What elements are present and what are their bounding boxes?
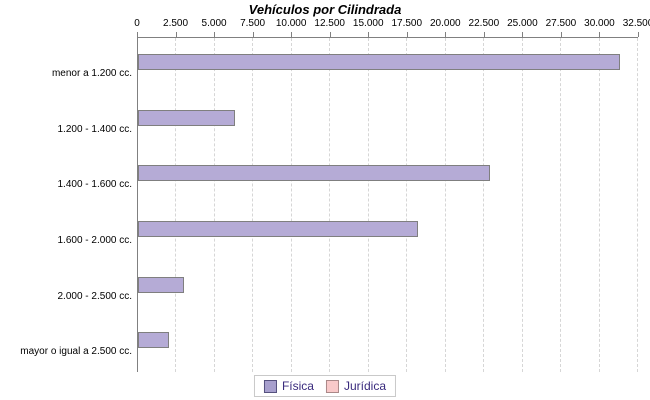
legend-label: Física xyxy=(281,379,314,393)
category-label: mayor o igual a 2.500 cc. xyxy=(20,346,132,358)
x-tick-label: 15.000 xyxy=(352,18,384,29)
gridline xyxy=(329,38,331,372)
x-tick-label: 0 xyxy=(134,18,140,29)
x-tick-label: 2.500 xyxy=(163,18,189,29)
gridline xyxy=(290,38,292,372)
category-row: 2.000 - 2.500 cc. xyxy=(58,261,638,317)
legend-item-juridica: Jurídica xyxy=(325,379,387,393)
x-axis: 0 2.500 5.000 7.500 10.000 12.500 15.000 17.500… xyxy=(134,18,650,37)
x-tick-label: 10.000 xyxy=(275,18,307,29)
juridica-swatch-icon xyxy=(325,379,339,393)
gridline xyxy=(560,38,562,372)
x-tick-label: 32.500 xyxy=(622,18,650,29)
x-tick-mark xyxy=(137,32,138,37)
bar-fisica xyxy=(138,276,185,293)
category-row: 1.600 - 2.000 cc. xyxy=(58,205,638,261)
x-tick-mark xyxy=(214,32,216,37)
plot-area: menor a 1.200 cc. 1.200 - 1.400 cc. 1.400 … xyxy=(20,37,638,372)
gridline xyxy=(406,38,408,372)
x-tick-label: 17.500 xyxy=(391,18,423,29)
x-tick-mark xyxy=(560,32,562,37)
category-row: 1.200 - 1.400 cc. xyxy=(58,94,638,150)
category-row: 1.400 - 1.600 cc. xyxy=(58,149,638,205)
x-tick-mark xyxy=(175,32,177,37)
x-tick-label: 27.500 xyxy=(545,18,577,29)
bar-fisica xyxy=(138,165,491,182)
x-tick-label: 30.000 xyxy=(584,18,615,29)
gridline xyxy=(637,38,638,372)
gridline xyxy=(598,38,600,372)
category-label: menor a 1.200 cc. xyxy=(51,68,132,79)
x-tick-mark xyxy=(291,32,293,37)
category-label: 1.200 - 1.400 cc. xyxy=(57,123,133,135)
x-tick-mark xyxy=(483,32,485,37)
category-label: 2.000 - 2.500 cc. xyxy=(57,290,133,302)
gridline xyxy=(367,38,369,372)
x-tick-mark xyxy=(638,32,639,37)
gridline xyxy=(213,38,215,372)
category-label: 1.600 - 2.000 cc. xyxy=(57,234,133,246)
x-tick-mark xyxy=(368,32,370,37)
legend: Física Jurídica xyxy=(253,375,397,397)
x-tick-label: 22.500 xyxy=(468,18,500,29)
x-tick-mark xyxy=(599,32,601,37)
fisica-swatch-icon xyxy=(263,379,277,393)
category-row: menor a 1.200 cc. xyxy=(52,38,638,94)
gridline xyxy=(252,38,254,372)
bar-fisica xyxy=(138,332,169,349)
x-tick-mark xyxy=(329,32,331,37)
x-tick-mark xyxy=(522,32,524,37)
x-tick-label: 7.500 xyxy=(240,18,266,29)
category-row: mayor o igual a 2.500 cc. xyxy=(20,316,638,372)
gridline xyxy=(521,38,523,372)
x-tick-label: 12.500 xyxy=(314,18,345,29)
category-label: 1.400 - 1.600 cc. xyxy=(57,179,133,191)
bar-fisica xyxy=(138,220,418,237)
gridline xyxy=(175,38,177,372)
x-tick-mark xyxy=(445,32,447,37)
x-tick-mark xyxy=(252,32,254,37)
gridline xyxy=(483,38,485,372)
x-tick-mark xyxy=(406,32,408,37)
legend-item-fisica: Física xyxy=(263,379,314,393)
legend-label: Jurídica xyxy=(343,379,387,393)
bar-fisica xyxy=(138,54,620,70)
x-tick-label: 20.000 xyxy=(430,18,461,29)
x-tick-label: 5.000 xyxy=(201,18,227,29)
gridline xyxy=(444,38,446,372)
chart-title: Vehículos por Cilindrada xyxy=(248,2,402,17)
x-tick-label: 25.000 xyxy=(507,18,538,29)
bar-fisica xyxy=(138,109,235,126)
